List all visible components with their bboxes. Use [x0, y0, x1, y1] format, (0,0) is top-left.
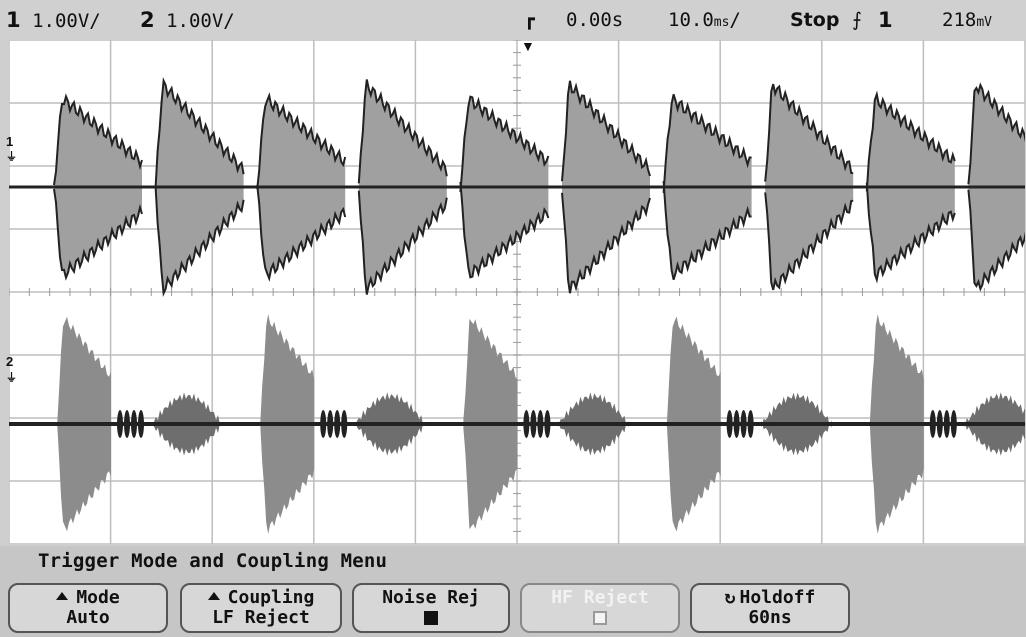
ch1-envelope [53, 93, 143, 186]
ch1-envelope [662, 180, 752, 281]
ch2-scale[interactable]: 2 1.00V/ [140, 8, 235, 32]
trigger-source[interactable]: 1 [878, 8, 893, 32]
ground-icon: ⏚ [6, 372, 17, 384]
ch1-envelope [967, 189, 1025, 292]
ch1-envelope [662, 93, 752, 194]
up-arrow-icon [207, 592, 220, 600]
ch1-envelope [865, 182, 956, 284]
trigger-level[interactable]: 218mV [942, 9, 992, 31]
trigger-slope-icon: ⨍ [852, 9, 862, 31]
ch1-envelope [865, 90, 956, 192]
checkbox-checked-icon [424, 611, 438, 625]
ch1-envelope [357, 190, 448, 295]
ch1-envelope [764, 83, 854, 182]
ch1-envelope [459, 95, 550, 193]
run-state: Stop [790, 9, 840, 31]
ch1-ground-marker[interactable]: 1 [6, 134, 14, 149]
ch1-envelope [561, 192, 651, 294]
mode-softkey[interactable]: Mode Auto [8, 583, 168, 633]
up-arrow-icon [56, 592, 69, 600]
checkbox-unchecked-icon [593, 611, 607, 625]
ch1-envelope [764, 192, 854, 291]
trigger-position-icon: ▼ [521, 38, 535, 54]
ch1-envelope [561, 80, 651, 182]
waveform-display [9, 40, 1025, 544]
holdoff-softkey[interactable]: ↻ Holdoff 60ns [690, 583, 850, 633]
ch1-scale[interactable]: 1 1.00V/ [6, 8, 101, 32]
coupling-softkey[interactable]: Coupling LF Reject [180, 583, 342, 633]
ch1-envelope [357, 79, 448, 184]
ch1-envelope [154, 186, 245, 298]
ground-icon: ⏚ [6, 151, 17, 163]
ch1-envelope [53, 188, 143, 281]
menu-title: Trigger Mode and Coupling Menu [38, 550, 388, 572]
softkey-menu: Trigger Mode and Coupling Menu Mode Auto… [0, 546, 1026, 637]
ch1-envelope [459, 181, 550, 279]
ch1-envelope [154, 76, 245, 188]
rotate-knob-icon: ↻ [724, 587, 736, 608]
ch1-envelope [256, 92, 347, 190]
delay-value[interactable]: 0.00s [566, 9, 624, 31]
ch1-envelope [256, 184, 347, 282]
hf-reject-softkey[interactable]: HF Reject [520, 583, 680, 633]
delay-marker-icon: ┏ [524, 9, 535, 30]
ch2-ground-marker[interactable]: 2 [6, 354, 14, 369]
status-bar: 1 1.00V/ 2 1.00V/ ┏ 0.00s 10.0ms/ Stop ⨍… [0, 0, 1026, 40]
ch1-envelope [967, 82, 1025, 185]
graticule[interactable] [9, 40, 1025, 544]
noise-rej-softkey[interactable]: Noise Rej [352, 583, 510, 633]
timebase-value[interactable]: 10.0ms/ [668, 9, 741, 31]
